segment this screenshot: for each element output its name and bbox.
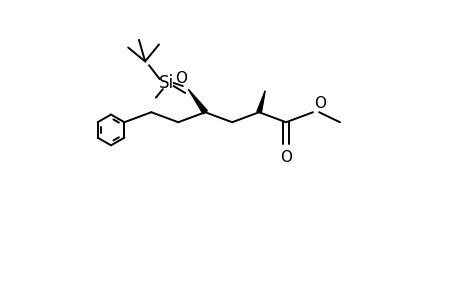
Polygon shape xyxy=(256,91,265,113)
Polygon shape xyxy=(188,89,207,114)
Text: O: O xyxy=(174,71,186,86)
Text: O: O xyxy=(280,150,291,165)
Text: O: O xyxy=(314,96,326,111)
Text: Si: Si xyxy=(159,74,174,92)
